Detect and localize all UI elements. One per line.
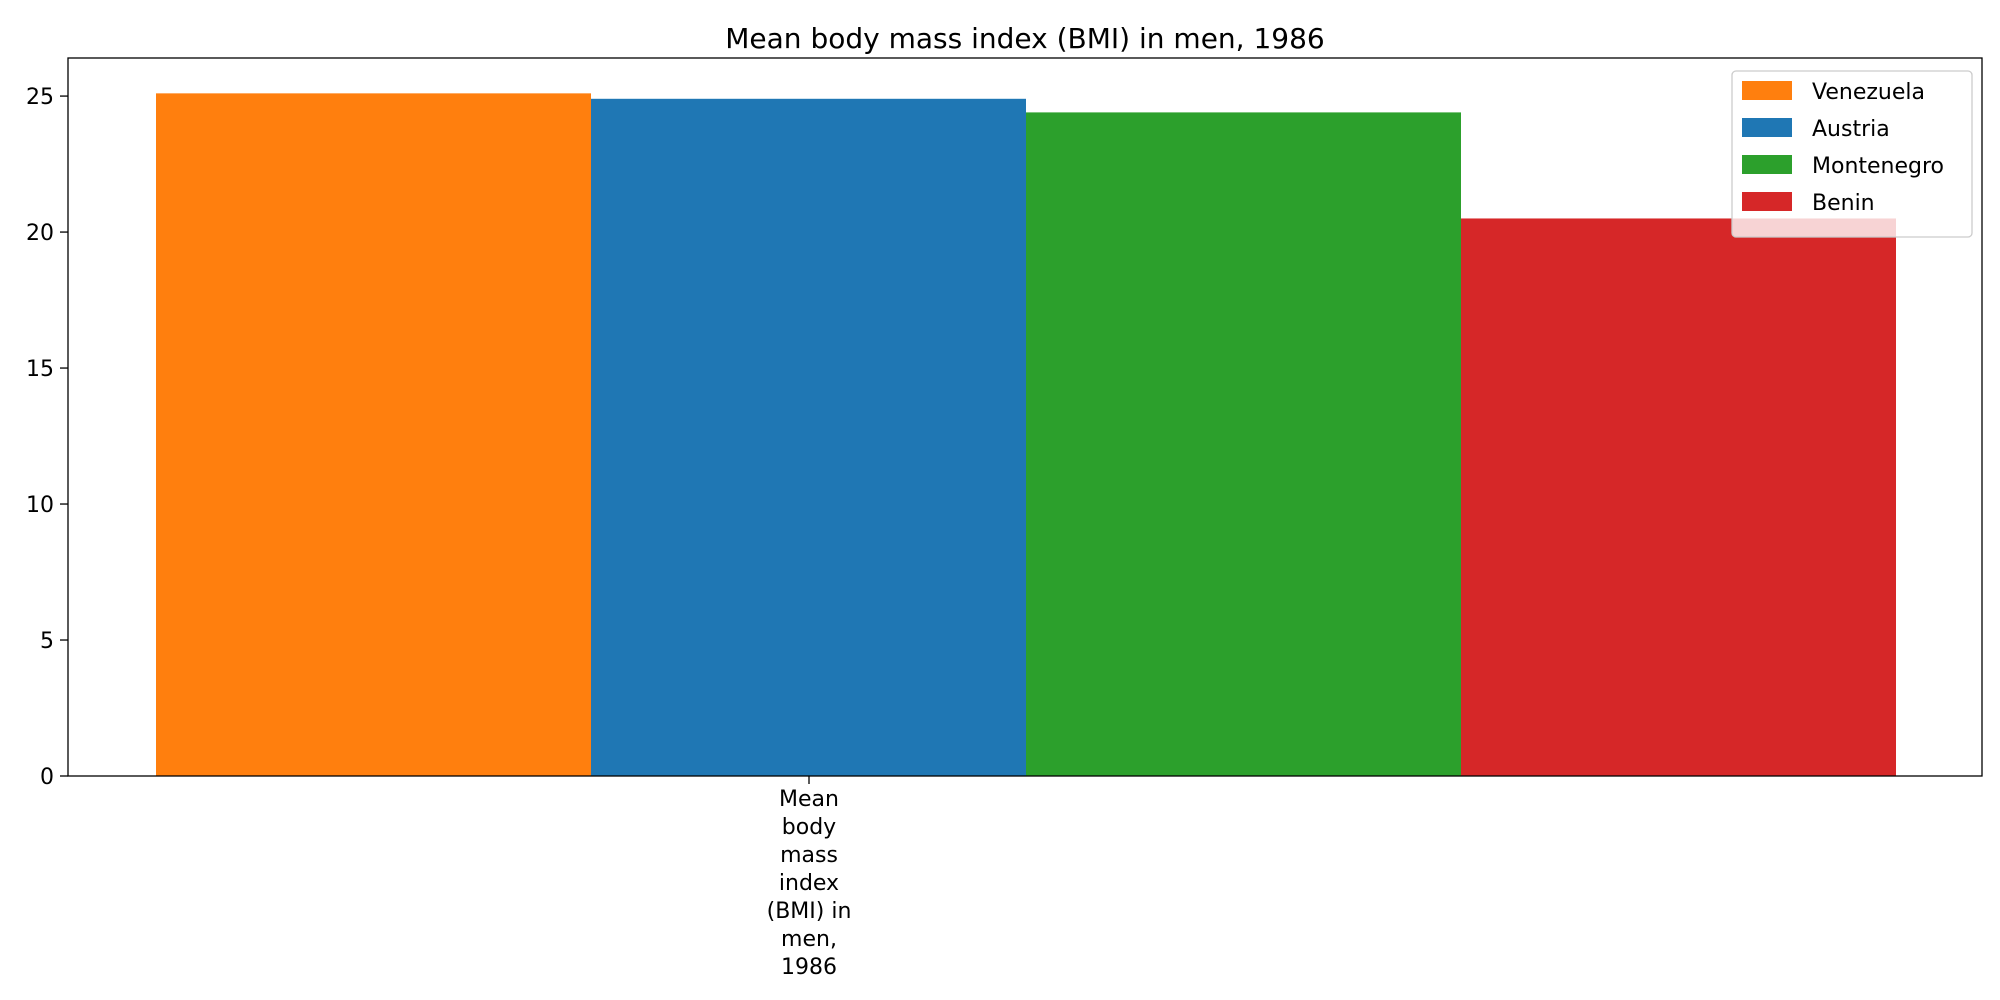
bars-group	[156, 93, 1896, 777]
y-tick-label: 10	[26, 493, 54, 518]
y-tick-label: 20	[26, 221, 54, 246]
legend-swatch	[1742, 155, 1792, 174]
x-axis: Mean body mass index (BMI) in men, 1986	[767, 776, 852, 980]
bar-austria	[591, 98, 1026, 776]
legend-label: Venezuela	[1812, 80, 1925, 105]
bar-venezuela	[156, 93, 591, 776]
chart-title: Mean body mass index (BMI) in men, 1986	[725, 22, 1324, 55]
y-tick-label: 0	[40, 765, 54, 790]
bar-montenegro	[1026, 112, 1461, 777]
y-tick-label: 25	[26, 85, 54, 110]
legend-swatch	[1742, 192, 1792, 211]
bar-benin	[1461, 218, 1896, 776]
legend-label: Benin	[1812, 191, 1875, 216]
plot-area-frame	[67, 57, 1983, 777]
legend: Venezuela Austria Montenegro Benin	[1731, 70, 1973, 238]
x-tick-label: Mean body mass index (BMI) in men, 1986	[767, 787, 852, 980]
legend-swatch	[1742, 118, 1792, 137]
y-axis: 0 5 10 15 20 25	[26, 85, 68, 790]
y-tick-label: 5	[40, 629, 54, 654]
y-tick-label: 15	[26, 357, 54, 382]
legend-swatch	[1742, 81, 1792, 100]
legend-label: Montenegro	[1812, 154, 1944, 179]
legend-label: Austria	[1812, 117, 1890, 142]
